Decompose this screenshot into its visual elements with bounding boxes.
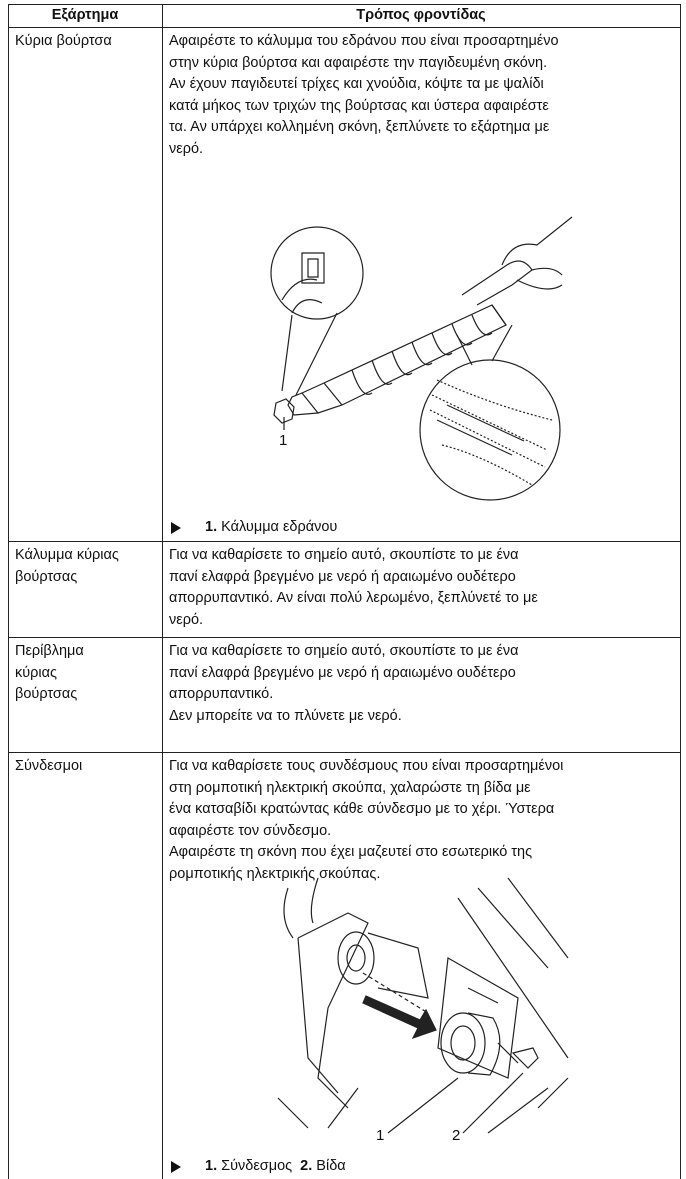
- description-line: Δεν μπορείτε να το πλύνετε με νερό.: [169, 707, 402, 724]
- description-line: ένα κατσαβίδι κρατώντας κάθε σύνδεσμο με…: [169, 801, 555, 817]
- row-border: [8, 27, 681, 28]
- part-name: κύριας: [15, 664, 58, 681]
- description-line: Για να καθαρίσετε τους συνδέσμους που εί…: [169, 758, 564, 774]
- description-cell: Για να καθαρίσετε τους συνδέσμους που εί…: [169, 756, 563, 885]
- brush-illustration: [270, 216, 573, 501]
- figure-brush: 1: [270, 216, 573, 501]
- description-line: Για να καθαρίσετε το σημείο αυτό, σκουπί…: [169, 643, 519, 659]
- description-cell: Για να καθαρίσετε το σημείο αυτό, σκουπί…: [169, 545, 538, 631]
- description-line: Αφαιρέστε το κάλυμμα του εδράνου που είν…: [169, 33, 559, 49]
- caption-label: Κάλυμμα εδράνου: [221, 519, 338, 535]
- part-name: βούρτσας: [15, 568, 78, 585]
- description-line: στη ρομποτική ηλεκτρική σκούπα, χαλαρώστ…: [169, 779, 531, 796]
- part-name: βούρτσας: [15, 686, 78, 702]
- connector-illustration: [277, 877, 569, 1134]
- callout-number: 1: [279, 432, 287, 449]
- description-line: απορρυπαντικό. Αν είναι πολύ λερωμένο, ξ…: [169, 590, 538, 606]
- column-border: [8, 4, 9, 1179]
- column-header: Εξάρτημα: [51, 7, 119, 23]
- table-border: [8, 4, 681, 5]
- part-cell: Σύνδεσμοι: [15, 756, 82, 778]
- column-border: [162, 4, 163, 1179]
- caption-number: 1.: [205, 1158, 218, 1174]
- caption-number: 2.: [300, 1158, 313, 1174]
- callout-number: 1: [376, 1127, 384, 1144]
- part-cell: Κάλυμμα κύριας βούρτσας: [15, 545, 119, 588]
- description-line: Αφαιρέστε τη σκόνη που έχει μαζευτεί στο…: [169, 844, 533, 860]
- description-line: Για να καθαρίσετε το σημείο αυτό, σκουπί…: [169, 547, 519, 563]
- caption-number: 1.: [205, 519, 218, 535]
- part-name: Σύνδεσμοι: [15, 758, 83, 774]
- caption-label: Σύνδεσμος: [221, 1158, 293, 1174]
- part-name: Κάλυμμα κύριας: [15, 547, 119, 563]
- description-line: νερό.: [169, 611, 204, 628]
- caption-arrow: [171, 522, 181, 534]
- column-header: Τρόπος φροντίδας: [356, 7, 486, 23]
- part-cell: Περίβλημα κύριας βούρτσας: [15, 641, 84, 706]
- callout-number: 2: [452, 1127, 460, 1144]
- part-name: Κύρια βούρτσα: [15, 33, 112, 49]
- row-border: [8, 541, 681, 542]
- figure-caption: 1. Κάλυμμα εδράνου: [205, 518, 345, 536]
- row-border: [8, 637, 681, 638]
- part-cell: Κύρια βούρτσα: [15, 31, 112, 53]
- row-border: [8, 752, 681, 753]
- description-cell: Για να καθαρίσετε το σημείο αυτό, σκουπί…: [169, 641, 519, 727]
- figure-caption: 1. Σύνδεσμος 2. Βίδα: [205, 1157, 354, 1175]
- description-line: πανί ελαφρά βρεγμένο με νερό ή αραιωμένο…: [169, 664, 516, 681]
- figure-connector: 1 2: [277, 877, 569, 1144]
- column-border: [680, 4, 681, 1179]
- caption-label: Βίδα: [316, 1158, 346, 1174]
- part-name: Περίβλημα: [15, 643, 84, 659]
- description-cell: Αφαιρέστε το κάλυμμα του εδράνου που είν…: [169, 31, 559, 160]
- description-line: πανί ελαφρά βρεγμένο με νερό ή αραιωμένο…: [169, 568, 516, 585]
- description-line: νερό.: [169, 140, 204, 157]
- description-line: στην κύρια βούρτσα και αφαιρέστε την παγ…: [169, 54, 548, 71]
- description-line: απορρυπαντικό.: [169, 686, 274, 702]
- caption-arrow: [171, 1161, 181, 1173]
- description-line: τα. Αν υπάρχει κολλημένη σκόνη, ξεπλύνετ…: [169, 119, 550, 135]
- description-line: Αν έχουν παγιδευτεί τρίχες και χνούδια, …: [169, 76, 544, 92]
- description-line: ρομποτικής ηλεκτρικής σκούπας.: [169, 865, 381, 882]
- description-line: αφαιρέστε τον σύνδεσμο.: [169, 822, 332, 839]
- description-line: κατά μήκος των τριχών της βούρτσας και ύ…: [169, 97, 549, 114]
